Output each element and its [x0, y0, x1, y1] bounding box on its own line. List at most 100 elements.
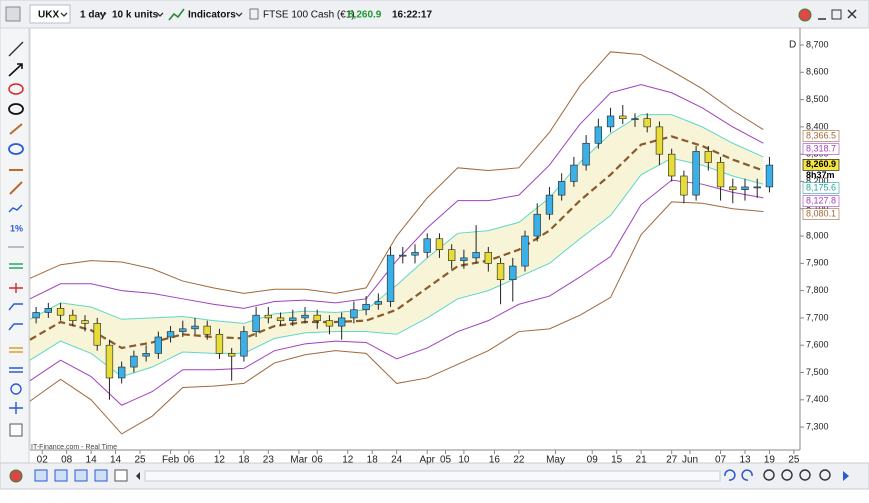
candle-body [313, 314, 321, 321]
band-line [29, 51, 764, 294]
drawing-tools: 1% [8, 41, 24, 437]
x-tick-label: 19 [764, 455, 776, 466]
timeframe[interactable]: 1 day [80, 10, 106, 21]
tool-button[interactable] [54, 469, 68, 482]
scrollbar[interactable] [144, 470, 721, 482]
level-tool[interactable] [9, 263, 23, 269]
order-tool[interactable] [9, 347, 23, 353]
candle-body [619, 115, 627, 119]
y-tick-label: 7,300 [806, 421, 829, 431]
tool-button[interactable] [34, 469, 48, 482]
band-line [29, 114, 764, 324]
candle-body [191, 325, 199, 330]
ellipse-tool[interactable] [8, 83, 24, 95]
x-tick-label: 25 [134, 455, 146, 466]
x-tick-label: 14 [86, 455, 98, 466]
line-tool[interactable] [8, 41, 24, 57]
y-tick-label: 8,400 [806, 121, 829, 131]
data-source: IT-Finance.com - Real Time [31, 444, 117, 451]
zoom-out-button[interactable] [819, 469, 831, 481]
arrow-tool[interactable] [8, 63, 23, 77]
y-tick-label: 8,000 [806, 230, 829, 240]
candle-body [105, 344, 114, 379]
x-tick-label: 05 [440, 455, 452, 466]
candle-body [374, 301, 382, 305]
candle-body [765, 164, 774, 188]
price-tag [802, 130, 840, 142]
price-tag-label: 8,127.8 [806, 196, 836, 206]
zoom-button[interactable] [763, 469, 775, 481]
channel-tool[interactable] [8, 143, 24, 155]
close-button[interactable] [847, 9, 857, 19]
zoom-button[interactable] [799, 469, 811, 481]
fib-tool[interactable] [8, 204, 23, 213]
tool-button[interactable] [94, 469, 108, 482]
menu-icon[interactable] [5, 6, 21, 22]
units[interactable]: 10 k units [112, 10, 159, 21]
maximize-button[interactable] [831, 9, 842, 20]
indicators-icon[interactable] [168, 8, 185, 21]
dropdown-arrow[interactable] [60, 12, 68, 17]
percent-tool[interactable]: 1% [10, 223, 23, 233]
dropdown-arrow[interactable] [156, 12, 164, 17]
plot-area: 7,300 7,400 7,500 7,600 7,700 7,800 7,900 8,000… [29, 39, 840, 466]
x-tick-label: Apr [419, 455, 435, 466]
last-price: 8,260.9 [348, 10, 382, 21]
symbol[interactable]: UKX [38, 10, 59, 21]
candle-body [289, 317, 297, 321]
price-tag-label: 8,080.1 [806, 209, 836, 219]
clock: 16:22:17 [392, 10, 432, 21]
tool-button[interactable] [9, 469, 23, 483]
candle-body [716, 162, 725, 188]
symbol-box[interactable] [29, 4, 71, 24]
y-tick-label: 7,700 [806, 312, 829, 322]
play-button[interactable] [843, 471, 849, 481]
order-tool[interactable] [8, 303, 23, 311]
x-tick-label: 27 [666, 455, 678, 466]
marker-tool[interactable] [9, 402, 23, 414]
candle-body [399, 254, 407, 257]
scroll-left[interactable] [136, 472, 140, 480]
ray-tool[interactable] [9, 181, 23, 195]
y-tick-label: 8,200 [806, 176, 829, 186]
dropdown-arrow[interactable] [99, 12, 107, 17]
x-tick-label: 18 [238, 455, 250, 466]
level-tool[interactable] [9, 283, 23, 293]
y-tick-label: 8,100 [806, 203, 829, 213]
candle-body [509, 265, 517, 281]
x-tick-label: 09 [587, 455, 599, 466]
zoom-in-button[interactable] [781, 469, 793, 481]
trend-tool[interactable] [9, 123, 23, 135]
tool-button[interactable] [74, 469, 88, 482]
y-tick-label: 7,600 [806, 340, 829, 350]
dropdown-arrow[interactable] [235, 12, 243, 17]
undo-button[interactable] [724, 469, 736, 481]
order-tool[interactable] [8, 323, 23, 331]
candle-body [582, 142, 590, 166]
band-line [29, 157, 764, 378]
candle-body [570, 164, 578, 182]
indicators-button[interactable]: Indicators [188, 10, 236, 21]
redo-button[interactable] [741, 469, 753, 481]
candle-body [484, 252, 492, 264]
sync-icon[interactable] [798, 8, 812, 22]
tool-button[interactable] [114, 469, 128, 482]
x-tick-label: 10 [458, 455, 470, 466]
candle-body [154, 336, 162, 354]
x-tick-label: 25 [788, 455, 800, 466]
notes-tool[interactable] [9, 423, 23, 437]
order-tool[interactable] [9, 367, 23, 373]
candle-body [93, 323, 101, 346]
candle-body [631, 118, 639, 120]
price-tag [802, 159, 840, 171]
candle-body [301, 314, 309, 319]
ellipse-tool[interactable] [8, 103, 24, 115]
alert-tool[interactable] [10, 383, 22, 395]
candle-body [264, 314, 272, 319]
candle-body [521, 235, 529, 267]
candle-body [325, 320, 334, 327]
x-tick-label: Jun [682, 455, 698, 466]
candle-body [655, 126, 664, 155]
